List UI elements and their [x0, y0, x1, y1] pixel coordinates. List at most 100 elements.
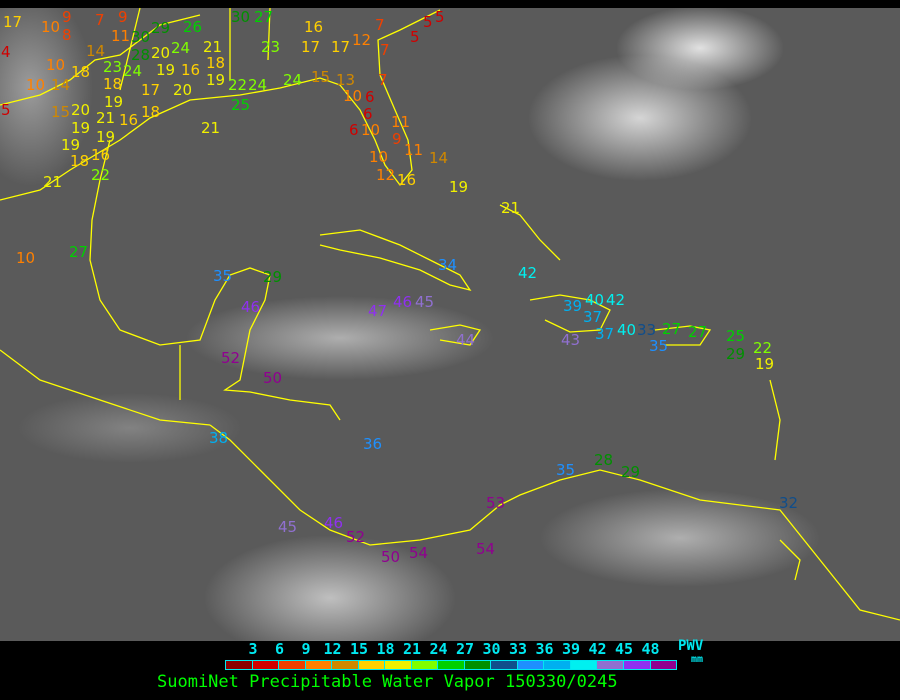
station-pwv-label: 28 [131, 46, 151, 64]
station-pwv-label: 19 [61, 136, 81, 154]
coastline [119, 7, 141, 91]
legend-tick: 15 [349, 640, 369, 658]
legend-swatch [438, 661, 464, 669]
station-pwv-label: 14 [429, 149, 449, 167]
station-pwv-label: 16 [91, 146, 111, 164]
legend-tick: 3 [248, 640, 258, 658]
station-pwv-label: 24 [248, 76, 268, 94]
legend-swatch [252, 661, 279, 669]
station-pwv-label: 5 [435, 8, 445, 26]
station-pwv-label: 16 [119, 111, 139, 129]
station-pwv-label: 38 [209, 429, 229, 447]
legend-tick: 27 [455, 640, 475, 658]
station-pwv-label: 37 [583, 308, 603, 326]
legend-swatch [623, 661, 650, 669]
station-pwv-label: 33 [637, 321, 657, 339]
station-pwv-label: 10 [361, 121, 381, 139]
coastline [429, 324, 482, 346]
legend-swatch [279, 661, 305, 669]
station-pwv-label: 21 [203, 38, 223, 56]
station-pwv-label: 21 [96, 109, 116, 127]
station-pwv-label: 34 [438, 256, 458, 274]
legend-swatch [411, 661, 438, 669]
legend-swatch [650, 661, 677, 669]
station-pwv-label: 12 [352, 31, 372, 49]
legend-tick: 12 [323, 640, 342, 658]
station-pwv-label: 6 [363, 105, 373, 123]
station-pwv-label: 35 [649, 337, 669, 355]
station-pwv-label: 30 [231, 8, 251, 26]
station-pwv-label: 5 [423, 13, 433, 31]
legend-swatch [358, 661, 385, 669]
station-pwv-label: 29 [151, 19, 171, 37]
station-pwv-label: 15 [311, 68, 331, 86]
map-title: SuomiNet Precipitable Water Vapor 150330… [157, 672, 618, 692]
station-pwv-label: 6 [365, 88, 375, 106]
station-pwv-label: 42 [606, 291, 626, 309]
legend-swatch [385, 661, 411, 669]
legend-tick: 9 [301, 640, 311, 658]
station-pwv-label: 16 [397, 171, 417, 189]
station-pwv-label: 46 [241, 298, 261, 316]
legend-swatch [491, 661, 517, 669]
station-pwv-label: 10 [26, 76, 46, 94]
legend-unit-label: PWV [678, 638, 704, 654]
station-pwv-label: 7 [378, 71, 388, 89]
station-pwv-label: 22 [228, 76, 248, 94]
station-pwv-label: 35 [213, 267, 233, 285]
station-pwv-label: 46 [324, 514, 344, 532]
station-pwv-label: 18 [71, 63, 91, 81]
station-pwv-label: 7 [95, 11, 105, 29]
station-pwv-label: 54 [409, 544, 429, 562]
station-pwv-label: 17 [141, 81, 161, 99]
station-pwv-label: 19 [449, 178, 469, 196]
station-pwv-label: 52 [346, 528, 366, 546]
legend-tick: 39 [561, 640, 581, 658]
station-pwv-label: 40 [617, 321, 637, 339]
coastline [529, 294, 611, 333]
station-pwv-label: 40 [585, 291, 605, 309]
station-pwv-label: 36 [363, 435, 383, 453]
station-pwv-label: 35 [556, 461, 576, 479]
legend-swatch [464, 661, 491, 669]
station-pwv-label: 32 [779, 494, 799, 512]
station-pwv-label: 53 [486, 494, 506, 512]
legend-tick: 21 [402, 640, 422, 658]
station-pwv-label: 18 [206, 54, 226, 72]
station-pwv-label: 19 [71, 119, 91, 137]
station-pwv-label: 22 [753, 339, 773, 357]
station-pwv-label: 15 [51, 103, 71, 121]
coastline [779, 539, 801, 581]
station-pwv-label: 44 [456, 331, 476, 349]
station-pwv-label: 21 [501, 199, 521, 217]
station-pwv-label: 30 [131, 28, 151, 46]
legend-tick: 45 [614, 640, 634, 658]
station-pwv-label: 4 [1, 43, 11, 61]
station-pwv-label: 19 [96, 128, 116, 146]
station-pwv-label: 25 [231, 96, 251, 114]
legend-swatch [570, 661, 597, 669]
station-pwv-label: 23 [261, 38, 281, 56]
legend-unit: mm [691, 654, 704, 665]
legend-tick: 36 [535, 640, 554, 658]
station-pwv-label: 5 [410, 28, 420, 46]
station-pwv-label: 52 [221, 349, 241, 367]
legend-tick: 42 [588, 640, 607, 658]
legend-swatch [332, 661, 358, 669]
station-pwv-label: 9 [62, 8, 72, 26]
satellite-image [0, 8, 900, 641]
station-pwv-label: 39 [563, 297, 583, 315]
station-pwv-label: 24 [283, 71, 303, 89]
legend-swatch [544, 661, 570, 669]
station-pwv-label: 18 [141, 103, 161, 121]
station-pwv-label: 14 [51, 76, 71, 94]
coastline [209, 424, 900, 621]
station-pwv-label: 13 [336, 71, 356, 89]
station-pwv-label: 45 [278, 518, 298, 536]
station-pwv-label: 8 [62, 26, 72, 44]
coastline [769, 379, 781, 461]
station-pwv-label: 18 [70, 152, 90, 170]
legend-swatch [305, 661, 332, 669]
coastline [89, 139, 341, 421]
legend-swatch [517, 661, 544, 669]
